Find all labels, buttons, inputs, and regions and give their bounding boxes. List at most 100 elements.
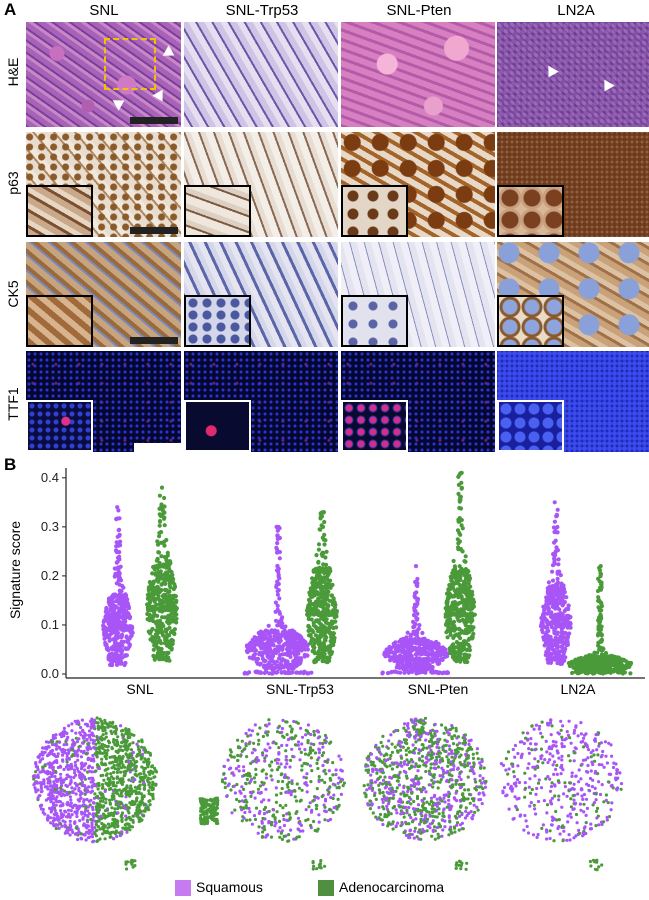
umap-point: [129, 779, 133, 783]
data-point: [395, 670, 400, 675]
data-point: [413, 564, 419, 569]
data-point: [170, 641, 175, 646]
data-point: [463, 554, 468, 559]
data-point: [258, 643, 263, 648]
data-point: [321, 599, 326, 605]
umap-point: [90, 789, 94, 793]
umap-point: [74, 826, 78, 830]
umap-point: [127, 789, 131, 794]
beeswarm-squamous-0: [101, 505, 135, 668]
data-point: [560, 660, 565, 665]
umap-point: [137, 739, 141, 743]
umap-point: [135, 796, 139, 800]
data-point: [547, 651, 552, 656]
umap-plot-0: [31, 716, 220, 871]
umap-point: [54, 747, 59, 751]
umap-point: [100, 722, 104, 726]
data-point: [461, 597, 466, 602]
data-point: [323, 655, 328, 660]
umap-point: [124, 740, 129, 744]
umap-point: [59, 786, 63, 790]
data-point: [306, 613, 311, 618]
data-point: [111, 644, 116, 649]
data-point: [164, 575, 169, 580]
data-point: [576, 656, 582, 661]
umap-point: [138, 750, 142, 754]
umap-point: [55, 795, 59, 799]
umap-point: [76, 831, 80, 835]
data-point: [451, 568, 456, 573]
data-point: [553, 622, 559, 627]
umap-point: [94, 746, 98, 750]
data-point: [628, 671, 633, 676]
data-point: [106, 648, 111, 653]
data-point: [385, 671, 391, 676]
data-point: [451, 586, 456, 591]
data-point: [417, 645, 422, 651]
umap-point: [73, 781, 77, 785]
umap-point: [98, 751, 102, 755]
data-point: [155, 574, 160, 579]
umap-point: [87, 785, 91, 789]
umap-point: [57, 826, 61, 830]
umap-point: [114, 819, 118, 823]
data-point: [159, 485, 165, 490]
umap-point: [110, 806, 114, 810]
row-label-p63: p63: [5, 171, 21, 195]
umap-point: [65, 828, 69, 832]
data-point: [173, 604, 178, 609]
data-point: [157, 519, 163, 524]
data-point: [401, 646, 406, 651]
data-point: [157, 534, 162, 539]
data-point: [459, 589, 465, 594]
y-tick-label: 0.0: [41, 666, 59, 681]
data-point: [452, 624, 457, 629]
data-point: [147, 580, 152, 585]
umap-point: [63, 748, 67, 752]
data-point: [158, 573, 164, 578]
umap-point: [74, 731, 78, 735]
umap-point: [150, 770, 154, 774]
umap-point: [39, 786, 44, 790]
umap-point: [130, 792, 134, 796]
data-point: [278, 661, 283, 666]
umap-point: [78, 773, 82, 777]
data-point: [316, 654, 321, 659]
data-point: [284, 641, 289, 646]
umap-point: [87, 729, 92, 733]
data-point: [596, 605, 601, 610]
umap-point: [135, 791, 139, 795]
umap-point: [72, 768, 77, 772]
data-point: [282, 629, 287, 634]
umap-point: [103, 762, 107, 766]
umap-point: [96, 787, 100, 791]
umap-point: [54, 769, 58, 774]
data-point: [266, 631, 271, 636]
micrograph-he-snl: [26, 22, 181, 127]
umap-point: [111, 814, 116, 818]
umap-point: [71, 753, 75, 757]
umap-point: [82, 763, 86, 768]
data-point: [279, 624, 284, 629]
data-point: [117, 648, 122, 653]
data-point: [449, 578, 454, 583]
data-point: [420, 630, 425, 636]
umap-point: [90, 832, 94, 836]
data-point: [248, 640, 253, 645]
data-point: [466, 569, 471, 574]
umap-point: [34, 775, 38, 779]
data-point: [128, 628, 133, 633]
data-point: [277, 656, 282, 661]
umap-point: [56, 752, 60, 756]
umap-point: [97, 781, 101, 786]
umap-point: [138, 818, 142, 822]
data-point: [275, 563, 280, 569]
umap-point: [65, 737, 69, 742]
umap-point: [116, 767, 120, 771]
data-point: [439, 646, 444, 652]
data-point: [317, 579, 322, 584]
umap-point: [102, 778, 106, 782]
umap-point: [67, 764, 71, 768]
data-point: [320, 592, 325, 597]
umap-point: [62, 726, 66, 730]
